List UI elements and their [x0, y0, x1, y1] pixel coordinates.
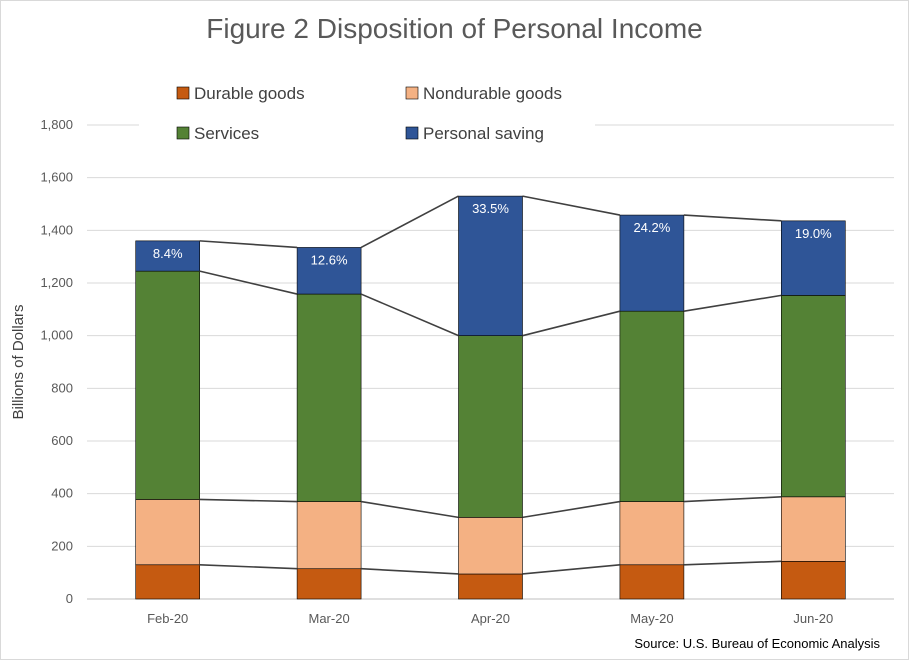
x-tick-label: Feb-20 [147, 611, 188, 626]
legend-swatch [405, 86, 419, 100]
source-note: Source: U.S. Bureau of Economic Analysis [634, 636, 880, 651]
y-tick-label: 400 [51, 486, 73, 501]
legend-box [139, 77, 595, 151]
bar-nondurable-goods [458, 517, 523, 575]
bar-personal-saving [135, 240, 200, 272]
chart-title: Figure 2 Disposition of Personal Income [206, 13, 703, 44]
bar-durable-goods [458, 573, 523, 600]
bar-nondurable-goods [135, 499, 200, 566]
series-connector-line [522, 563, 620, 575]
series-connector-line [199, 240, 298, 249]
data-label: 33.5% [472, 201, 509, 216]
x-tick-label: Jun-20 [793, 611, 833, 626]
series-connector-line [683, 214, 782, 222]
y-tick-label: 1,600 [40, 170, 73, 185]
legend-swatch [176, 86, 190, 100]
bar-durable-goods [296, 568, 362, 600]
bar-durable-goods [135, 564, 200, 600]
data-label: 19.0% [795, 226, 832, 241]
y-tick-label: 1,000 [40, 328, 73, 343]
series-connector-line [683, 294, 782, 312]
bar-nondurable-goods [780, 496, 846, 562]
data-label: 12.6% [311, 252, 348, 267]
x-tick-label: Mar-20 [309, 611, 350, 626]
legend-swatch [405, 126, 419, 140]
x-tick-label: May-20 [630, 611, 673, 626]
data-label: 24.2% [633, 220, 670, 235]
legend-label: Durable goods [194, 84, 305, 103]
bar-nondurable-goods [296, 501, 362, 570]
legend-swatch [176, 126, 190, 140]
legend-label: Personal saving [423, 124, 544, 143]
bar-personal-saving [458, 195, 523, 336]
x-tick-label: Apr-20 [471, 611, 510, 626]
y-tick-label: 800 [51, 380, 73, 395]
bar-services [619, 310, 685, 502]
y-tick-label: 1,200 [40, 275, 73, 290]
bar-personal-saving [619, 214, 685, 312]
series-connector-line [522, 500, 621, 519]
series-connector-line [683, 560, 782, 566]
y-tick-label: 1,400 [40, 222, 73, 237]
bar-services [780, 295, 846, 498]
bar-services [296, 293, 362, 502]
y-tick-label: 200 [51, 538, 73, 553]
series-connector-line [360, 293, 459, 337]
series-connector-line [360, 500, 459, 519]
series-connector-line [361, 567, 459, 575]
bar-personal-saving [780, 220, 846, 296]
y-tick-label: 600 [51, 433, 73, 448]
bar-services [458, 335, 523, 518]
series-connector-line [360, 195, 459, 249]
series-connector-line [522, 195, 621, 216]
legend-label: Services [194, 124, 259, 143]
series-connector-line [199, 270, 298, 295]
data-label: 8.4% [153, 246, 183, 261]
y-tick-label: 0 [66, 591, 73, 606]
series-connector-line [522, 310, 621, 337]
series-connector-line [199, 563, 298, 570]
legend-label: Nondurable goods [423, 84, 562, 103]
bar-durable-goods [780, 561, 846, 600]
series-connector-line [683, 496, 782, 503]
bar-services [135, 270, 200, 500]
bar-nondurable-goods [619, 501, 685, 566]
bar-durable-goods [619, 564, 685, 600]
bar-personal-saving [296, 247, 362, 295]
series-connector-line [199, 498, 298, 503]
y-tick-label: 1,800 [40, 117, 73, 132]
y-axis-title: Billions of Dollars [10, 304, 27, 419]
